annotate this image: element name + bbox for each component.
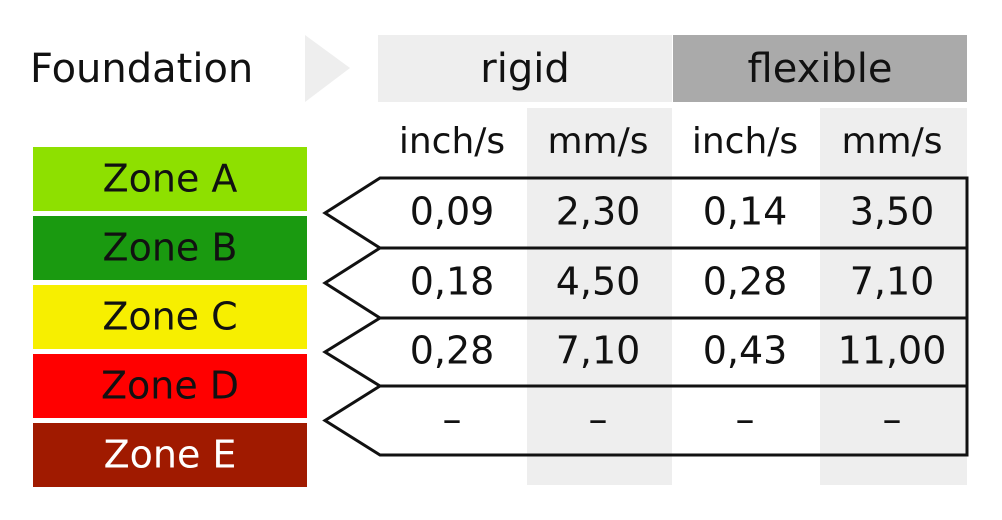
cell-value: 4,50	[556, 260, 641, 304]
zone-label: Zone D	[101, 364, 239, 408]
cell-value: 0,09	[410, 190, 495, 234]
column-bg	[527, 108, 672, 485]
cell-value: –	[883, 397, 902, 441]
zone-label: Zone A	[103, 157, 238, 201]
cell-value: 11,00	[838, 329, 947, 373]
zone-label: Zone C	[102, 295, 237, 339]
cell-value: 0,28	[410, 329, 495, 373]
cell-value: 0,14	[703, 190, 788, 234]
zone-label: Zone B	[103, 226, 238, 270]
cell-value: 2,30	[556, 190, 641, 234]
cell-value: –	[736, 397, 755, 441]
cell-value: 0,43	[703, 329, 788, 373]
cell-value: 7,10	[556, 329, 641, 373]
cell-value: 7,10	[850, 260, 935, 304]
row-outline	[322, 176, 969, 250]
column-bg	[820, 108, 967, 485]
unit-header: inch/s	[399, 121, 505, 162]
cell-value: –	[443, 397, 462, 441]
row-outline	[322, 246, 969, 320]
zone-label: Zone E	[104, 433, 237, 477]
unit-header: mm/s	[841, 121, 942, 162]
zone-box	[33, 147, 307, 211]
cell-value: 0,18	[410, 260, 495, 304]
group-header: flexible	[748, 46, 893, 92]
rigid-header-bg	[378, 35, 672, 102]
flexible-header-bg	[673, 35, 967, 102]
unit-header: inch/s	[692, 121, 798, 162]
foundation-title: Foundation	[30, 46, 253, 92]
row-outline	[322, 384, 969, 457]
cell-value: –	[589, 397, 608, 441]
zone-box	[33, 285, 307, 349]
zone-box	[33, 423, 307, 487]
cell-value: 3,50	[850, 190, 935, 234]
zone-box	[33, 354, 307, 418]
group-header: rigid	[480, 46, 569, 92]
arrow-decoration	[305, 35, 350, 102]
row-outline	[322, 316, 969, 388]
unit-header: mm/s	[547, 121, 648, 162]
zone-box	[33, 216, 307, 280]
cell-value: 0,28	[703, 260, 788, 304]
